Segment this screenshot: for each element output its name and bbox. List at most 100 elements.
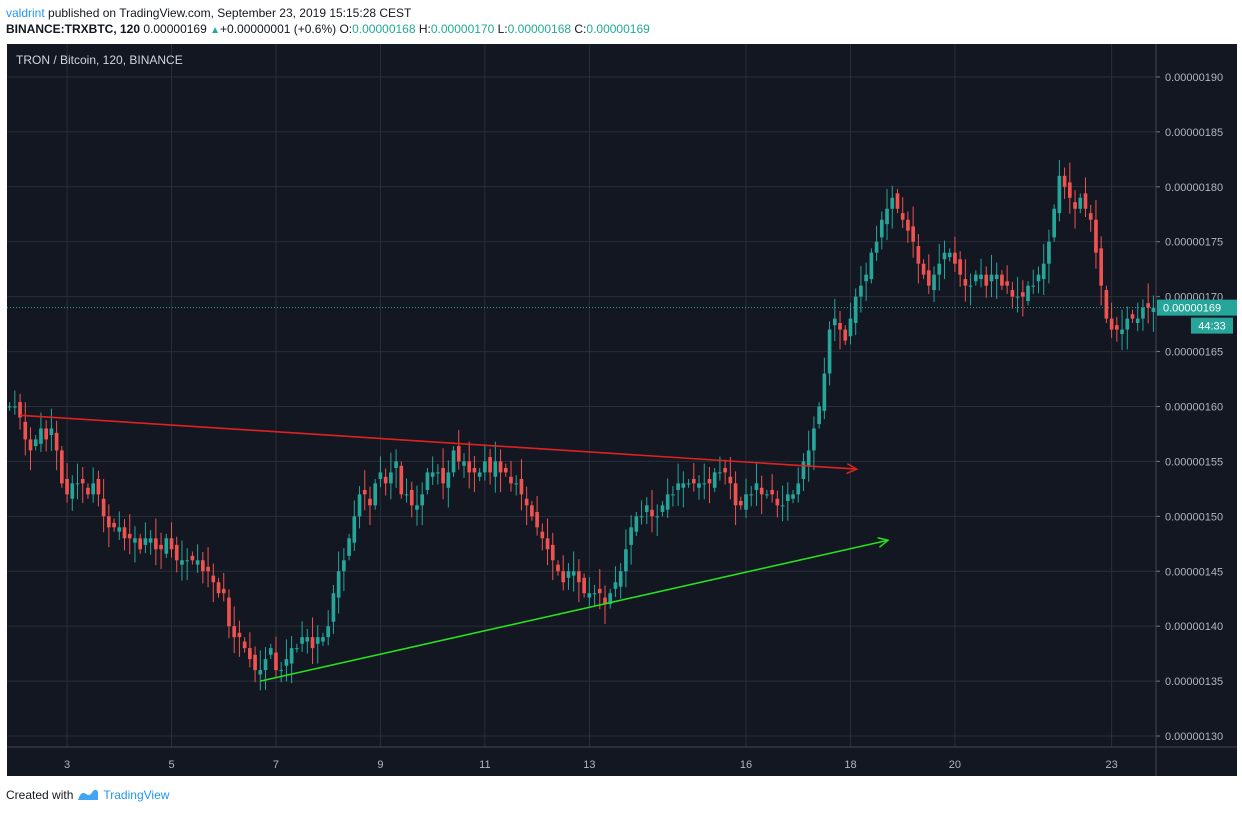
candle-body — [49, 428, 54, 436]
candle-body — [133, 538, 137, 543]
up-triangle-icon: ▲ — [210, 25, 221, 36]
candle-body — [331, 593, 336, 622]
candle-body — [550, 544, 555, 561]
candle-body — [592, 593, 597, 595]
candle-body — [415, 505, 419, 510]
candle-body — [336, 571, 341, 598]
candle-body — [23, 421, 28, 440]
candle-body — [347, 538, 351, 556]
candle-body — [274, 652, 278, 671]
last-price: 0.00000169 — [143, 22, 207, 36]
candle-body — [357, 494, 362, 517]
candle-body — [65, 478, 69, 495]
candle-body — [154, 538, 158, 550]
y-tick-label: 0.00000140 — [1165, 621, 1223, 633]
y-tick-label: 0.00000130 — [1165, 731, 1223, 743]
candle-body — [39, 428, 43, 444]
candle-body — [1088, 213, 1093, 220]
candle-body — [18, 402, 22, 418]
candle-body — [211, 575, 216, 583]
candle-body — [60, 450, 64, 484]
candle-body — [342, 560, 346, 572]
x-tick-label: 18 — [844, 759, 856, 771]
candle-body — [1146, 303, 1150, 308]
x-tick-label: 20 — [949, 759, 961, 771]
candle-body — [436, 472, 440, 474]
x-tick-label: 3 — [64, 759, 70, 771]
candle-body — [906, 219, 910, 231]
candle-body — [1083, 193, 1088, 209]
candle-body — [451, 450, 456, 473]
symbol-info: BINANCE:TRXBTC, 120 0.00000169 ▲+0.00000… — [6, 22, 650, 36]
candle-body — [561, 571, 566, 583]
candle-body — [232, 626, 237, 638]
candle-body — [127, 533, 132, 539]
candle-body — [80, 478, 85, 484]
y-tick-label: 0.00000185 — [1165, 127, 1223, 139]
candle-body — [749, 494, 754, 496]
candle-body — [681, 483, 686, 488]
candle-body — [556, 564, 560, 572]
candle-body — [86, 487, 90, 495]
candle-body — [671, 494, 675, 496]
candle-body — [352, 516, 357, 543]
price-axis[interactable]: 0.00000130 0.00000135 0.00000140 0.00000145… — [7, 44, 1237, 776]
candle-body — [932, 274, 936, 291]
candle-body — [75, 483, 80, 485]
candle-body — [963, 279, 968, 286]
candle-body — [446, 472, 451, 488]
candle-body — [968, 285, 973, 287]
low-label: L: — [497, 22, 508, 36]
candle-body — [164, 538, 169, 554]
candle-body — [618, 571, 623, 587]
candle-body — [409, 489, 414, 506]
candle-body — [1052, 208, 1056, 238]
candle-body — [107, 516, 111, 528]
x-tick-label: 23 — [1105, 759, 1117, 771]
candle-body — [1010, 290, 1015, 297]
candle-body — [780, 505, 785, 507]
symbol-label: BINANCE:TRXBTC, 120 — [6, 22, 141, 36]
candle-body — [869, 252, 874, 280]
support-trendline — [260, 540, 887, 682]
candle-body — [890, 197, 895, 209]
tradingview-link[interactable]: TradingView — [103, 788, 170, 802]
candle-body — [801, 461, 806, 479]
candle-body — [101, 498, 106, 517]
candle-body — [368, 498, 372, 506]
candle-body — [300, 637, 304, 644]
candle-body — [326, 626, 331, 638]
chart-background — [7, 44, 1237, 776]
candle-body — [848, 318, 853, 337]
y-tick-label: 0.00000175 — [1165, 237, 1223, 249]
candle-body — [394, 461, 398, 468]
candle-body — [838, 323, 842, 330]
candle-body — [1109, 318, 1114, 330]
candle-body — [54, 432, 59, 451]
candle-body — [916, 246, 921, 264]
candle-body — [973, 274, 978, 282]
author-link[interactable]: valdrint — [6, 6, 45, 20]
candle-body — [1073, 202, 1077, 209]
candle-body — [765, 494, 769, 496]
candle-body — [1094, 219, 1098, 253]
candle-body — [1130, 314, 1135, 319]
candle-body — [242, 641, 247, 649]
footer: Created with TradingView — [6, 788, 169, 802]
candle-body — [812, 428, 816, 451]
candle-body — [148, 538, 153, 543]
candle-body — [989, 274, 994, 282]
x-tick-label: 9 — [377, 759, 383, 771]
candle-body — [1062, 175, 1067, 187]
candle-body — [937, 263, 942, 275]
candle-body — [284, 659, 289, 666]
candle-body — [462, 461, 466, 466]
candle-body — [571, 571, 576, 576]
candle-body — [483, 461, 487, 473]
trend-lines[interactable] — [20, 414, 887, 682]
candle-body — [1135, 318, 1140, 324]
time-axis[interactable]: 3 5 7 9 11 13 16 18 20 23 — [7, 746, 1237, 771]
candle-body — [321, 637, 325, 642]
candle-body — [953, 252, 957, 264]
